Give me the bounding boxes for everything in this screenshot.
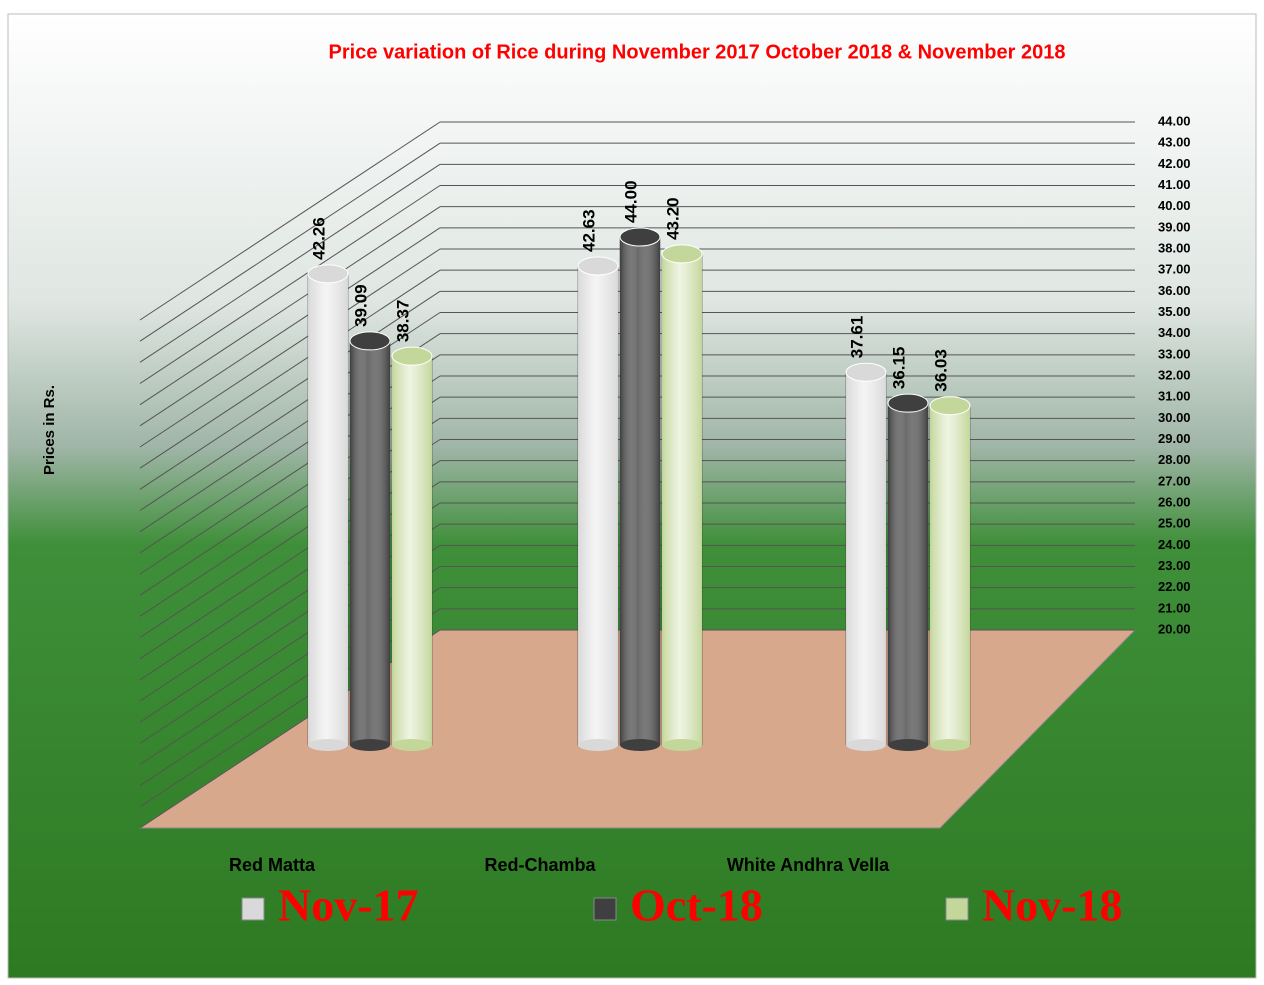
y-tick-label: 44.00 (1158, 113, 1191, 128)
bar-top (845, 362, 887, 382)
bar-base (846, 739, 886, 751)
side-grid-line (139, 269, 441, 469)
side-grid-line (139, 163, 441, 363)
bar-base (350, 739, 390, 751)
legend-label: Nov-17 (278, 880, 419, 931)
bar-shade (392, 356, 432, 745)
side-grid-line (139, 121, 441, 321)
bar-top (619, 227, 661, 247)
bar-base (662, 739, 702, 751)
y-tick-label: 24.00 (1158, 537, 1191, 552)
bar-base (308, 739, 348, 751)
data-label: 42.26 (309, 217, 328, 260)
bar-shade (308, 273, 348, 745)
y-tick-label: 25.00 (1158, 516, 1191, 531)
data-label: 36.03 (931, 349, 950, 392)
y-tick-label: 42.00 (1158, 156, 1191, 171)
y-tick-label: 43.00 (1158, 135, 1191, 150)
y-tick-label: 32.00 (1158, 367, 1191, 382)
bar-shade (578, 265, 618, 745)
y-tick-label: 20.00 (1158, 621, 1191, 636)
y-tick-label: 29.00 (1158, 431, 1191, 446)
bar-base (620, 739, 660, 751)
x-tick-label: Red-Chamba (484, 855, 596, 875)
bar-base (578, 739, 618, 751)
data-label: 42.63 (579, 209, 598, 252)
y-tick-label: 31.00 (1158, 389, 1191, 404)
bar-shade (620, 237, 660, 745)
x-tick-label: White Andhra Vella (727, 855, 890, 875)
y-axis-label: Prices in Rs. (41, 385, 58, 475)
side-grid-line (139, 248, 441, 448)
y-tick-label: 27.00 (1158, 473, 1191, 488)
y-tick-label: 22.00 (1158, 579, 1191, 594)
side-grid-line (139, 185, 441, 384)
y-tick-label: 21.00 (1158, 600, 1191, 615)
data-label: 36.15 (889, 347, 908, 390)
bar-shade (350, 340, 390, 745)
y-tick-label: 37.00 (1158, 262, 1191, 277)
side-grid-line (139, 290, 441, 490)
bar-top (307, 264, 349, 284)
bar-base (392, 739, 432, 751)
data-label: 37.61 (847, 316, 866, 359)
y-tick-label: 28.00 (1158, 452, 1191, 467)
bar-shade (662, 253, 702, 745)
y-tick-label: 33.00 (1158, 346, 1191, 361)
bar-top (661, 244, 703, 264)
legend-label: Nov-18 (982, 880, 1123, 931)
legend-swatch (241, 897, 265, 921)
data-label: 39.09 (351, 284, 370, 327)
bar-shade (930, 405, 970, 745)
bar-shade (846, 372, 886, 745)
bar-top (929, 396, 971, 416)
y-tick-label: 23.00 (1158, 558, 1191, 573)
side-grid-line (139, 227, 441, 427)
bar-top (391, 346, 433, 366)
y-tick-label: 30.00 (1158, 410, 1191, 425)
bar-base (888, 739, 928, 751)
y-tick-label: 36.00 (1158, 283, 1191, 298)
y-tick-label: 26.00 (1158, 494, 1191, 509)
bar-base (930, 739, 970, 751)
y-tick-label: 39.00 (1158, 219, 1191, 234)
legend-swatch (945, 897, 969, 921)
bar-top (577, 256, 619, 276)
side-grid-line (139, 206, 441, 406)
bar-top (349, 331, 391, 351)
bar-shade (888, 403, 928, 745)
side-grid-line (139, 142, 441, 342)
chart-title: Price variation of Rice during November … (329, 41, 1066, 63)
y-tick-label: 38.00 (1158, 240, 1191, 255)
data-label: 44.00 (621, 180, 640, 223)
legend-swatch (593, 897, 617, 921)
legend-label: Oct-18 (630, 880, 763, 931)
x-tick-label: Red Matta (229, 855, 316, 875)
bar-top (887, 393, 929, 413)
y-tick-label: 34.00 (1158, 325, 1191, 340)
data-label: 43.20 (663, 197, 682, 240)
y-tick-label: 40.00 (1158, 198, 1191, 213)
y-tick-label: 41.00 (1158, 177, 1191, 192)
y-tick-label: 35.00 (1158, 304, 1191, 319)
data-label: 38.37 (393, 300, 412, 343)
